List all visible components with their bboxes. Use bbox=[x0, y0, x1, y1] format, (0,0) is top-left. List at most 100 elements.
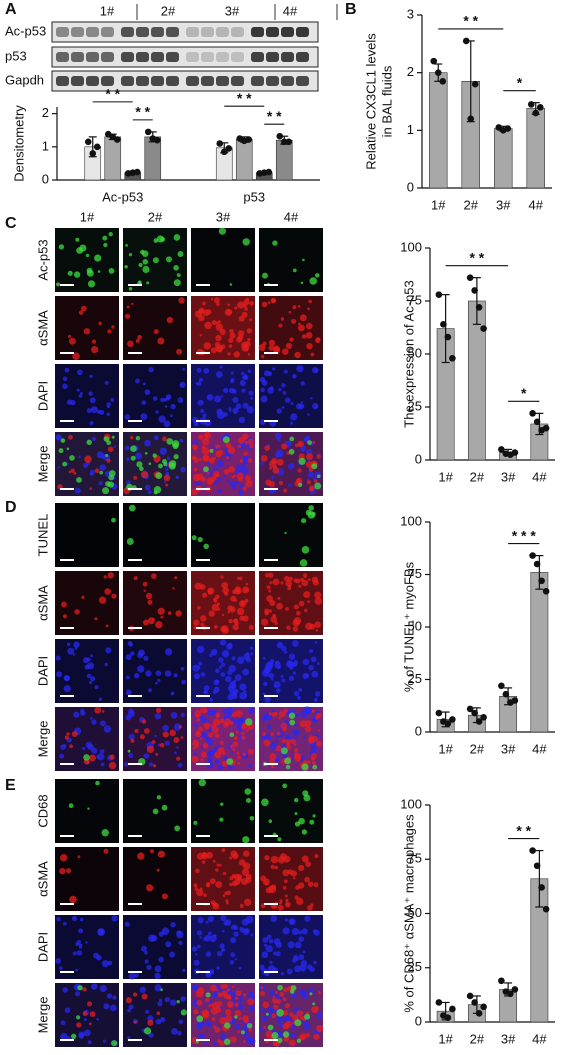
cell-signal bbox=[214, 759, 220, 765]
cell-signal bbox=[304, 915, 311, 922]
cell-signal bbox=[130, 710, 134, 715]
cell-signal bbox=[238, 476, 243, 482]
cell-signal bbox=[179, 381, 186, 388]
cell-signal bbox=[232, 389, 237, 394]
cell-signal bbox=[78, 394, 83, 398]
cell-signal bbox=[220, 344, 226, 350]
cell-signal bbox=[229, 732, 235, 737]
cell-signal bbox=[261, 798, 269, 807]
cell-signal bbox=[295, 885, 300, 890]
cell-signal bbox=[225, 1009, 232, 1016]
cell-signal bbox=[279, 899, 283, 903]
cell-signal bbox=[211, 1002, 218, 1009]
cell-signal bbox=[282, 987, 289, 993]
cell-signal bbox=[96, 451, 104, 459]
cell-signal bbox=[278, 710, 286, 718]
cell-signal bbox=[265, 882, 268, 885]
cell-signal bbox=[130, 435, 134, 440]
cell-signal bbox=[290, 413, 298, 421]
cell-signal bbox=[216, 408, 223, 415]
cell-signal bbox=[200, 672, 206, 677]
cell-signal bbox=[77, 985, 83, 991]
cell-signal bbox=[230, 937, 237, 944]
cell-signal bbox=[309, 649, 314, 654]
y-tick-label: 0 bbox=[42, 171, 49, 186]
cell-signal bbox=[284, 397, 291, 404]
cell-signal bbox=[294, 895, 299, 900]
micrograph bbox=[123, 296, 187, 360]
cell-signal bbox=[263, 943, 267, 947]
micrograph bbox=[191, 503, 255, 567]
cell-signal bbox=[99, 985, 107, 992]
cell-signal bbox=[242, 1040, 246, 1043]
cell-signal bbox=[100, 762, 105, 767]
cell-signal bbox=[74, 991, 81, 997]
blot-band bbox=[266, 76, 279, 86]
cell-signal bbox=[289, 1012, 294, 1017]
cell-signal bbox=[295, 748, 298, 751]
cell-signal bbox=[180, 736, 184, 739]
micrograph bbox=[191, 228, 255, 292]
cell-signal bbox=[212, 992, 218, 999]
cell-signal bbox=[239, 459, 243, 463]
cell-signal bbox=[316, 1025, 324, 1033]
cell-signal bbox=[268, 589, 272, 593]
x-tick-label: 3# bbox=[501, 1031, 516, 1046]
cell-signal bbox=[104, 380, 109, 385]
bar bbox=[494, 128, 513, 189]
cell-signal bbox=[293, 578, 298, 583]
cell-signal bbox=[194, 310, 203, 318]
cell-signal bbox=[69, 895, 77, 904]
cell-signal bbox=[130, 445, 137, 453]
cell-signal bbox=[96, 954, 102, 961]
cell-signal bbox=[109, 754, 115, 760]
blot-row-label: p53 bbox=[5, 48, 27, 63]
cell-signal bbox=[220, 575, 224, 579]
cell-signal bbox=[198, 661, 203, 666]
cell-signal bbox=[233, 474, 236, 478]
cell-signal bbox=[161, 893, 168, 900]
cell-signal bbox=[223, 387, 229, 394]
cell-signal bbox=[271, 1013, 276, 1019]
cell-signal bbox=[296, 1010, 303, 1017]
cell-signal bbox=[73, 472, 77, 475]
cell-signal bbox=[159, 742, 165, 748]
significance-label: * * bbox=[463, 13, 478, 29]
cell-signal bbox=[216, 989, 219, 992]
blot-band bbox=[281, 52, 294, 62]
cell-signal bbox=[232, 741, 239, 747]
cell-signal bbox=[89, 1022, 92, 1026]
cell-signal bbox=[292, 305, 297, 310]
cell-signal bbox=[65, 868, 72, 874]
cell-signal bbox=[217, 951, 223, 957]
cell-signal bbox=[96, 1017, 99, 1021]
cell-signal bbox=[237, 1030, 240, 1033]
cell-signal bbox=[288, 653, 296, 660]
cell-signal bbox=[273, 938, 281, 945]
cell-signal bbox=[176, 756, 181, 761]
cell-signal bbox=[102, 235, 108, 241]
data-point bbox=[89, 150, 97, 157]
cell-signal bbox=[219, 740, 224, 746]
cell-signal bbox=[197, 399, 204, 406]
cell-signal bbox=[285, 734, 292, 741]
blot-band bbox=[281, 76, 294, 86]
cell-signal bbox=[226, 479, 231, 483]
cell-signal bbox=[275, 739, 279, 743]
cell-signal bbox=[212, 456, 216, 461]
cell-signal bbox=[235, 710, 243, 718]
cell-signal bbox=[290, 421, 294, 425]
cell-signal bbox=[234, 1015, 238, 1019]
significance-label: * * bbox=[105, 86, 120, 102]
cell-signal bbox=[278, 730, 285, 737]
cell-signal bbox=[277, 904, 284, 911]
cell-signal bbox=[126, 457, 130, 461]
cell-signal bbox=[298, 600, 305, 607]
cell-signal bbox=[76, 388, 80, 392]
cell-signal bbox=[260, 986, 264, 990]
y-tick-label: 1 bbox=[407, 122, 414, 137]
cell-signal bbox=[165, 941, 172, 948]
cell-signal bbox=[314, 854, 319, 859]
cell-signal bbox=[310, 352, 315, 357]
micrograph bbox=[55, 364, 119, 428]
